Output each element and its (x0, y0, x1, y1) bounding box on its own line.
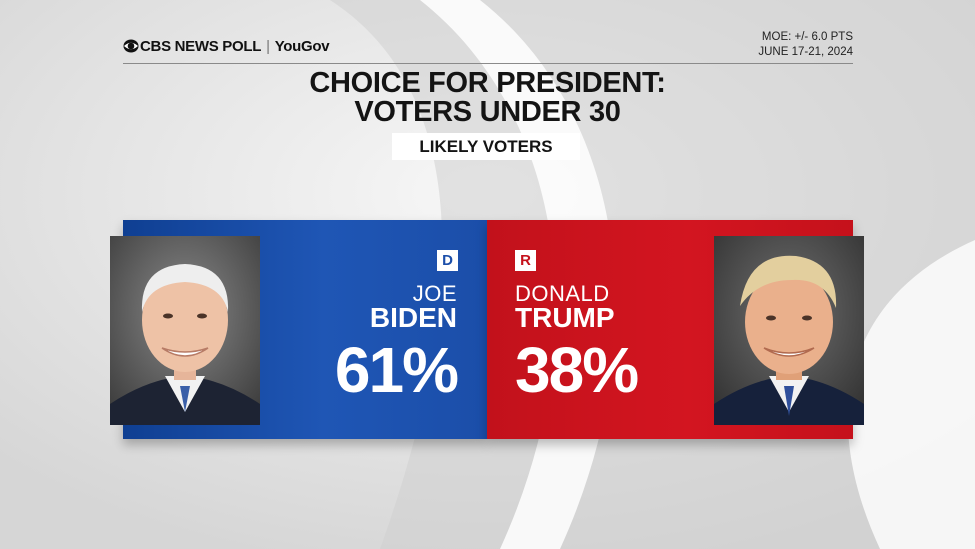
cbs-eye-logo-icon (123, 39, 139, 57)
margin-of-error: MOE: +/- 6.0 PTS (761, 31, 853, 43)
trump-percent: 38% (515, 334, 639, 406)
biden-last-name: BIDEN (369, 302, 457, 333)
poll-meta: MOE: +/- 6.0 PTS JUNE 17-21, 2024 (758, 30, 853, 60)
biden-portrait (110, 236, 260, 425)
brand-secondary: YouGov (274, 38, 330, 55)
biden-percent: 61% (334, 334, 459, 406)
trump-last-name: TRUMP (515, 302, 615, 333)
page-title: CHOICE FOR PRESIDENT: VOTERS UNDER 30 (0, 69, 975, 127)
poll-header: CBS NEWS POLL | YouGov MOE: +/- 6.0 PTS JU… (123, 30, 853, 64)
democrat-party-badge: D (437, 250, 458, 271)
biden-first-name: JOE (412, 281, 457, 306)
subtitle-badge: LIKELY VOTERS (392, 133, 580, 160)
trump-first-name: DONALD (515, 281, 610, 306)
brand-divider: | (266, 38, 270, 55)
title-line-1: CHOICE FOR PRESIDENT: (309, 67, 666, 99)
trump-portrait (714, 236, 864, 425)
poll-dates: JUNE 17-21, 2024 (758, 46, 853, 58)
title-line-2: VOTERS UNDER 30 (354, 96, 621, 128)
republican-party-badge: R (515, 250, 536, 271)
poll-brand: CBS NEWS POLL | YouGov (123, 38, 330, 57)
brand-primary: CBS NEWS POLL (140, 38, 262, 55)
